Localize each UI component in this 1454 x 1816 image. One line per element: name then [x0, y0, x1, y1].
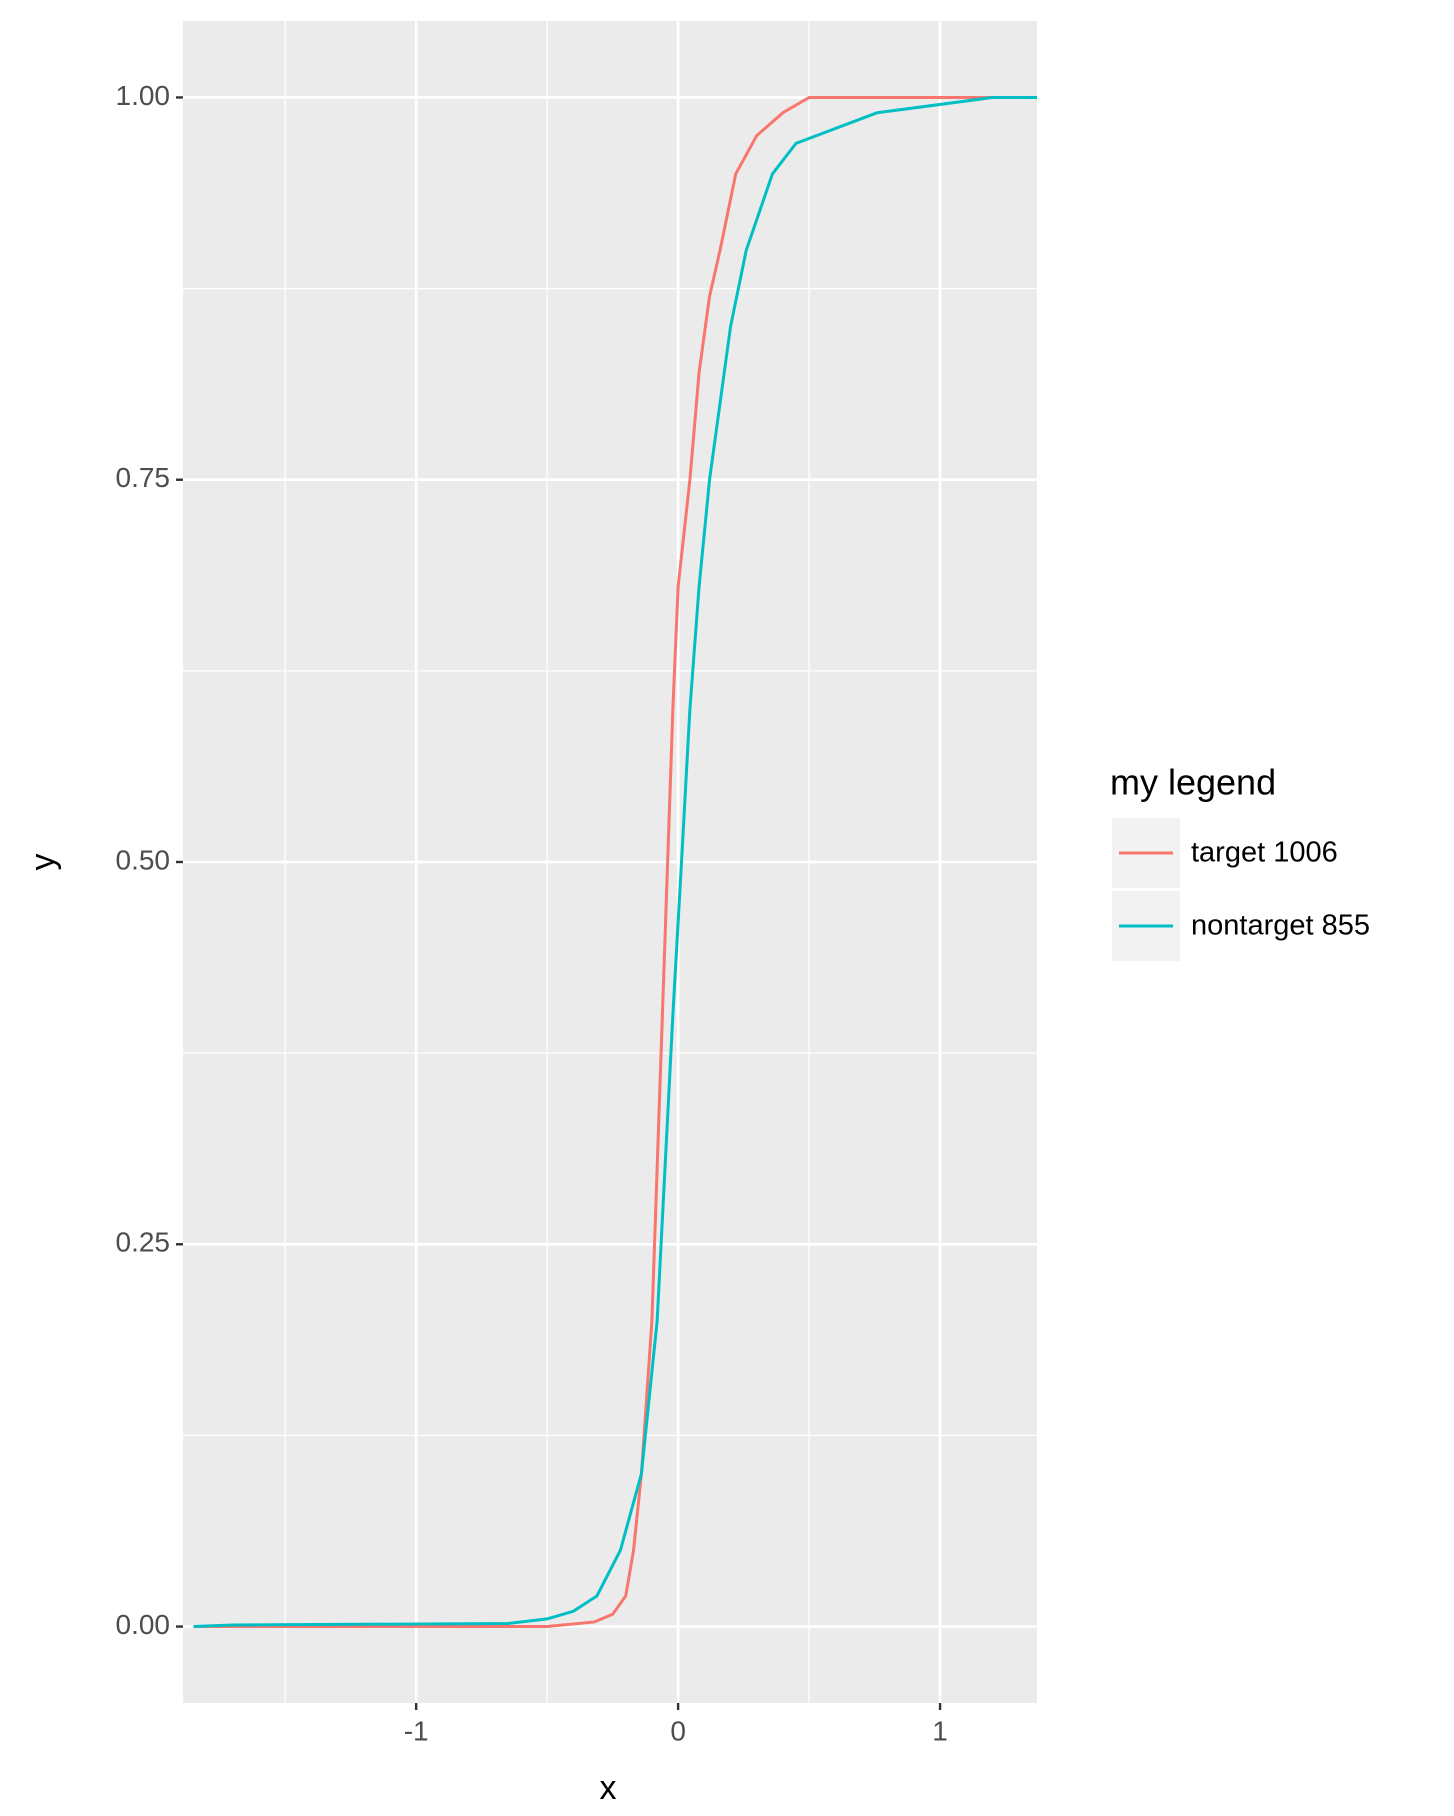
- legend-label: nontarget 855: [1191, 910, 1370, 942]
- y-tick-label: 0.75: [116, 462, 171, 493]
- y-axis-title: y: [24, 854, 62, 871]
- y-tick-label: 1.00: [116, 80, 171, 111]
- legend-title: my legend: [1110, 762, 1276, 803]
- x-axis-title: x: [600, 1769, 617, 1807]
- series-line: [193, 95, 1037, 1629]
- x-tick-label: 0: [670, 1715, 686, 1746]
- y-tick-label: 0.25: [116, 1227, 171, 1258]
- x-tick-label: 1: [932, 1715, 948, 1746]
- x-tick-label: -1: [404, 1715, 429, 1746]
- y-tick-label: 0.00: [116, 1609, 171, 1640]
- y-tick-label: 0.50: [116, 844, 171, 875]
- legend-label: target 1006: [1191, 837, 1338, 869]
- series-line: [193, 95, 1037, 1629]
